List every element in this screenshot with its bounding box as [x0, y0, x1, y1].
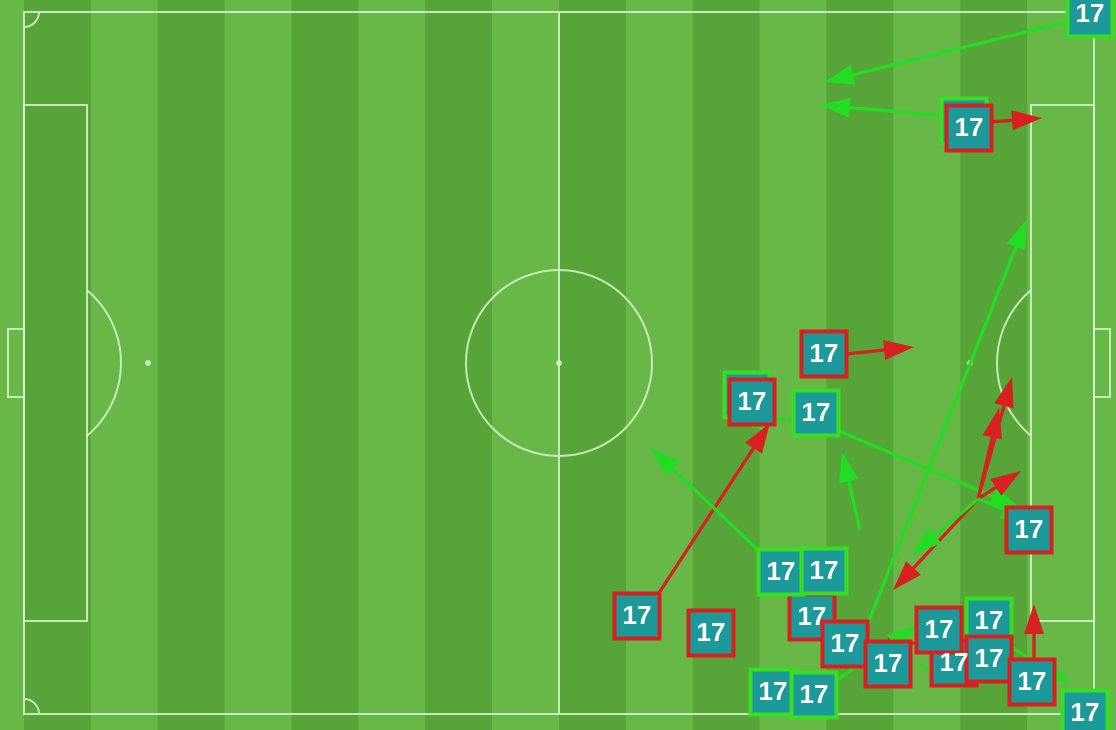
svg-text:17: 17: [759, 676, 788, 706]
svg-text:17: 17: [1018, 666, 1047, 696]
svg-text:17: 17: [623, 600, 652, 630]
svg-text:17: 17: [831, 628, 860, 658]
svg-text:17: 17: [810, 338, 839, 368]
svg-text:17: 17: [955, 112, 984, 142]
svg-text:17: 17: [975, 605, 1004, 635]
svg-text:17: 17: [1071, 697, 1100, 727]
svg-text:17: 17: [874, 648, 903, 678]
svg-text:17: 17: [975, 643, 1004, 673]
svg-text:17: 17: [802, 397, 831, 427]
svg-text:17: 17: [810, 555, 839, 585]
svg-text:17: 17: [697, 617, 726, 647]
svg-text:17: 17: [798, 601, 827, 631]
svg-text:17: 17: [738, 386, 767, 416]
svg-text:17: 17: [940, 647, 969, 677]
svg-text:17: 17: [1015, 514, 1044, 544]
svg-text:17: 17: [767, 556, 796, 586]
svg-text:17: 17: [1076, 0, 1105, 28]
svg-text:17: 17: [800, 679, 829, 709]
svg-text:17: 17: [925, 614, 954, 644]
